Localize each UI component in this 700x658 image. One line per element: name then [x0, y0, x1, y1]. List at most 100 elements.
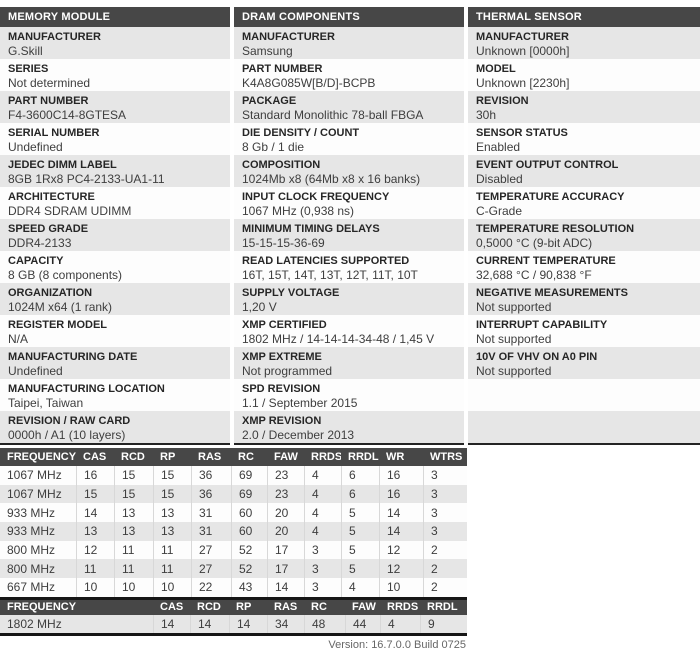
table-row: 933 MHz 14 13 13 31 60 20 4 5 14 3 [0, 503, 467, 523]
table-cell: 31 [191, 522, 231, 541]
info-label: 10V OF VHV ON A0 PIN [476, 351, 598, 363]
info-row: NEGATIVE MEASUREMENTS Not supported [468, 283, 700, 315]
timing-tables-section: FREQUENCY CAS RCD RP RAS RC FAW RRDS RRDL WR WTRS 1… [0, 448, 467, 651]
column-header: RP [229, 599, 267, 615]
table-cell: 22 [191, 578, 231, 597]
table-cell: 16 [76, 466, 114, 485]
info-value: 1024Mb x8 (64Mb x8 x 16 banks) [242, 172, 421, 186]
column-header: FAW [267, 448, 304, 466]
table-cell: 14 [379, 503, 423, 523]
info-value: Not supported [476, 300, 552, 314]
table-cell: 11 [153, 559, 191, 579]
table-cell: 60 [231, 522, 267, 541]
column-header: RRDS [380, 599, 420, 615]
info-label: SPD REVISION [242, 383, 321, 395]
table-cell: 4 [304, 466, 341, 485]
info-row: ORGANIZATION 1024M x64 (1 rank) [0, 283, 230, 315]
table-cell: 14 [153, 614, 190, 633]
table-cell: 12 [379, 540, 423, 560]
table-cell: 17 [267, 540, 304, 560]
info-row: SERIAL NUMBER Undefined [0, 123, 230, 155]
table-cell: 3 [304, 540, 341, 560]
table-cell: 34 [267, 614, 304, 633]
info-label: MINIMUM TIMING DELAYS [242, 223, 380, 235]
info-label: MANUFACTURING LOCATION [8, 383, 165, 395]
table-cell: 2 [423, 559, 467, 579]
info-label: CAPACITY [8, 255, 64, 267]
info-label: SERIAL NUMBER [8, 127, 100, 139]
table-cell: 16 [379, 484, 423, 504]
info-value: 2.0 / December 2013 [242, 428, 355, 442]
info-label: COMPOSITION [242, 159, 321, 171]
info-value: 1067 MHz (0,938 ns) [242, 204, 355, 218]
table-cell: 13 [153, 522, 191, 541]
table-cell: 52 [231, 559, 267, 579]
table-cell: 60 [231, 503, 267, 523]
table-cell: 4 [380, 614, 420, 633]
info-label: JEDEC DIMM LABEL [8, 159, 117, 171]
info-row: SENSOR STATUS Enabled [468, 123, 700, 155]
table-cell: 800 MHz [7, 561, 56, 576]
table-cell: 3 [423, 466, 467, 485]
info-label: MANUFACTURER [8, 31, 101, 43]
info-row: REVISION 30h [468, 91, 700, 123]
info-value: 1.1 / September 2015 [242, 396, 358, 410]
table-cell: 5 [341, 503, 379, 523]
info-row: DIE DENSITY / COUNT 8 Gb / 1 die [234, 123, 464, 155]
table-cell: 1067 MHz [7, 468, 62, 483]
table-cell: 2 [423, 540, 467, 560]
info-row: PART NUMBER K4A8G085W[B/D]-BCPB [234, 59, 464, 91]
info-label: XMP EXTREME [242, 351, 322, 363]
table-cell: 12 [76, 540, 114, 560]
info-value: Not programmed [242, 364, 333, 378]
info-value: 1802 MHz / 14-14-14-34-48 / 1,45 V [242, 332, 435, 346]
info-value: Disabled [476, 172, 523, 186]
table-row: 800 MHz 12 11 11 27 52 17 3 5 12 2 [0, 540, 467, 560]
info-value: Not determined [8, 76, 91, 90]
table-row: 800 MHz 11 11 11 27 52 17 3 5 12 2 [0, 559, 467, 579]
jedec-timings-table: FREQUENCY CAS RCD RP RAS RC FAW RRDS RRDL WR WTRS 1… [0, 448, 467, 597]
column-header: RAS [191, 448, 231, 466]
table-cell: 15 [114, 466, 153, 485]
info-value: Undefined [8, 364, 63, 378]
info-value: 1024M x64 (1 rank) [8, 300, 113, 314]
table-cell: 17 [267, 559, 304, 579]
table-cell: 15 [153, 484, 191, 504]
panel-rows: MANUFACTURER Samsung PART NUMBER K4A8G085W[… [234, 27, 464, 443]
info-label: READ LATENCIES SUPPORTED [242, 255, 410, 267]
table-cell: 48 [304, 614, 345, 633]
info-row: CURRENT TEMPERATURE 32,688 °C / 90,838 °F [468, 251, 700, 283]
info-label: TEMPERATURE ACCURACY [476, 191, 625, 203]
column-header: WR [379, 448, 423, 466]
info-value: 32,688 °C / 90,838 °F [476, 268, 592, 282]
info-row: MANUFACTURER G.Skill [0, 27, 230, 59]
info-row-filler [468, 411, 700, 443]
info-row: INPUT CLOCK FREQUENCY 1067 MHz (0,938 ns) [234, 187, 464, 219]
column-header: FAW [345, 599, 380, 615]
table-cell: 14 [76, 503, 114, 523]
info-value: Enabled [476, 140, 521, 154]
table-cell: 4 [304, 503, 341, 523]
info-label: ORGANIZATION [8, 287, 93, 299]
info-row: REGISTER MODEL N/A [0, 315, 230, 347]
info-row: MANUFACTURER Samsung [234, 27, 464, 59]
table-cell: 13 [114, 503, 153, 523]
table-cell: 69 [231, 466, 267, 485]
table-cell: 23 [267, 484, 304, 504]
table-cell: 6 [341, 484, 379, 504]
table-cell: 14 [190, 614, 229, 633]
info-value: 8 GB (8 components) [8, 268, 123, 282]
table-cell: 12 [379, 559, 423, 579]
table-cell: 44 [345, 614, 380, 633]
info-label: MANUFACTURER [242, 31, 335, 43]
table-row: 667 MHz 10 10 10 22 43 14 3 4 10 2 [0, 578, 467, 597]
info-row: XMP EXTREME Not programmed [234, 347, 464, 379]
info-label: MODEL [476, 63, 516, 75]
info-value: 1,20 V [242, 300, 277, 314]
version-label: Version: 16.7.0.0 Build 0725 [328, 638, 466, 651]
table-cell: 15 [114, 484, 153, 504]
column-header: RC [304, 599, 345, 615]
info-label: SENSOR STATUS [476, 127, 568, 139]
table-cell: 11 [114, 559, 153, 579]
panel-rows: MANUFACTURER G.Skill SERIES Not determined P… [0, 27, 230, 443]
